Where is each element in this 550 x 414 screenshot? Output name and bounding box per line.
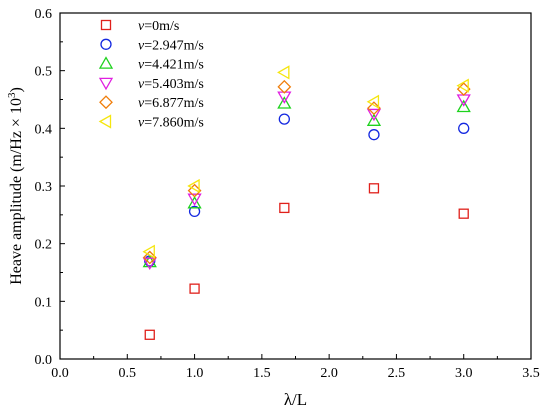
data-point-series-2 — [368, 129, 380, 141]
legend-label: v=5.403m/s — [138, 77, 204, 92]
legend-label-variable: v — [138, 58, 145, 73]
legend-entry: v=5.403m/s — [98, 77, 204, 92]
legend-label: v=6.877m/s — [138, 96, 204, 111]
plot-frame — [59, 12, 532, 360]
x-axis-label: λ/L — [284, 390, 307, 409]
x-tick-label: 0.0 — [51, 366, 69, 381]
legend-entry: v=4.421m/s — [98, 56, 204, 73]
y-axis-label-close: ) — [8, 87, 25, 92]
data-point-series-6 — [456, 78, 469, 93]
legend-entry: v=0m/s — [100, 19, 179, 34]
data-point-series-3 — [366, 113, 382, 126]
axis-tick-labels: 0.0 0.5 1.0 1.5 2.0 2.5 3.0 3.5 0.0 0.1 0.2 0.3 0.4 0… — [35, 7, 540, 381]
y-tick-label: 0.4 — [35, 122, 53, 137]
y-tick-label: 0.1 — [35, 295, 53, 310]
legend-label-variable: v — [138, 38, 145, 53]
legend-label-value: =5.403m/s — [144, 77, 204, 92]
legend: v=0m/sv=2.947m/sv=4.421m/sv=5.403m/sv=6.… — [98, 19, 204, 131]
x-tick-label: 3.5 — [522, 366, 540, 381]
data-point-series-1 — [144, 329, 155, 340]
legend-marker-icon — [100, 19, 112, 31]
legend-marker-icon — [99, 95, 113, 110]
data-point-series-6 — [142, 244, 155, 259]
data-point-series-4 — [366, 108, 382, 122]
legend-marker-icon — [98, 56, 114, 69]
x-tick-label: 2.0 — [320, 366, 338, 381]
legend-marker-icon — [100, 38, 112, 50]
y-tick-label: 0.6 — [35, 7, 53, 22]
legend-label-value: =0m/s — [144, 19, 179, 34]
y-axis-label-superscript: 3 — [6, 92, 18, 98]
legend-marker-icon — [98, 114, 112, 129]
data-point-series-6 — [277, 65, 290, 80]
legend-label: v=2.947m/s — [138, 38, 204, 53]
legend-label-value: =7.860m/s — [144, 116, 204, 131]
legend-entry: v=6.877m/s — [99, 95, 204, 111]
legend-label-variable: v — [138, 116, 145, 131]
data-point-series-1 — [458, 208, 469, 219]
legend-marker-icon — [98, 77, 114, 91]
y-tick-label: 0.0 — [35, 353, 53, 368]
legend-label: v=4.421m/s — [138, 58, 204, 73]
legend-label-variable: v — [138, 19, 145, 34]
y-axis-label-main: Heave amplitude (m/Hz × 10 — [8, 98, 25, 285]
data-point-series-1 — [189, 283, 200, 294]
y-tick-label: 0.3 — [35, 180, 53, 195]
legend-label-value: =4.421m/s — [144, 58, 204, 73]
legend-label-variable: v — [138, 96, 145, 111]
data-point-series-6 — [187, 178, 200, 194]
data-point-series-2 — [188, 205, 201, 218]
x-tick-label: 1.5 — [253, 366, 271, 381]
data-point-series-5 — [277, 79, 292, 94]
legend-label: v=7.860m/s — [138, 116, 204, 131]
data-point-series-6 — [366, 94, 380, 109]
data-point-series-2 — [458, 122, 470, 134]
y-tick-label: 0.2 — [35, 238, 53, 253]
data-point-series-3 — [277, 96, 292, 109]
y-axis-label: Heave amplitude (m/Hz × 103) — [6, 87, 25, 285]
legend-label: v=0m/s — [138, 19, 179, 34]
data-point-series-2 — [278, 113, 290, 125]
x-tick-label: 2.5 — [388, 366, 406, 381]
x-tick-label: 3.0 — [455, 366, 473, 381]
data-point-series-3 — [456, 99, 471, 113]
x-tick-label: 1.0 — [186, 366, 204, 381]
legend-label-value: =6.877m/s — [144, 96, 204, 111]
y-tick-label: 0.5 — [35, 65, 53, 80]
legend-entry: v=2.947m/s — [100, 38, 204, 53]
data-point-series-1 — [368, 183, 380, 194]
axis-ticks — [59, 12, 532, 360]
x-tick-label: 0.5 — [119, 366, 137, 381]
legend-label-variable: v — [138, 77, 145, 92]
data-point-series-3 — [187, 195, 202, 209]
legend-entry: v=7.860m/s — [98, 114, 204, 131]
legend-label-value: =2.947m/s — [144, 38, 204, 53]
data-points — [142, 65, 471, 340]
data-point-series-4 — [187, 193, 202, 206]
data-point-series-4 — [142, 257, 157, 271]
data-point-series-1 — [279, 202, 290, 214]
